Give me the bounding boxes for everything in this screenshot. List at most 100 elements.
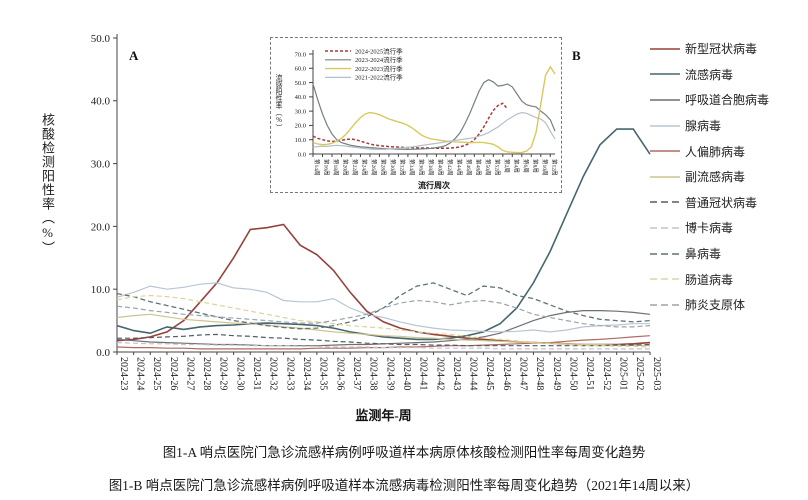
- legend-line-sample: [650, 124, 680, 127]
- svg-text:第42周: 第42周: [446, 159, 454, 176]
- legend-item: 副流感病毒: [650, 164, 806, 190]
- svg-text:第40周: 第40周: [436, 159, 444, 176]
- svg-text:60.0: 60.0: [295, 66, 306, 73]
- svg-text:20.0: 20.0: [295, 123, 306, 130]
- legend-label: 流感病毒: [685, 67, 734, 82]
- svg-text:2024-32: 2024-32: [268, 357, 279, 390]
- svg-text:2024-27: 2024-27: [184, 357, 195, 390]
- svg-text:2024-42: 2024-42: [434, 357, 445, 390]
- legend-line-sample: [650, 252, 680, 255]
- svg-text:第28周: 第28周: [380, 159, 388, 176]
- legend-line-sample: [650, 150, 680, 152]
- svg-text:2024-43: 2024-43: [451, 357, 462, 390]
- svg-text:2025-02: 2025-02: [634, 357, 645, 390]
- legend-label: 呼吸道合胞病毒: [685, 93, 770, 108]
- svg-text:50.0: 50.0: [91, 33, 111, 45]
- svg-text:2024-41: 2024-41: [418, 357, 429, 390]
- legend-line-sample: [650, 303, 680, 306]
- svg-text:2023-2024流行季: 2023-2024流行季: [355, 55, 403, 64]
- svg-text:2021-2022流行季: 2021-2022流行季: [355, 73, 403, 82]
- svg-text:2024-26: 2024-26: [168, 357, 179, 390]
- svg-text:第24周: 第24周: [361, 159, 369, 176]
- legend-item: 肺炎支原体: [650, 292, 806, 318]
- legend-item: 博卡病毒: [650, 215, 806, 241]
- legend-item: 鼻病毒: [650, 241, 806, 267]
- svg-text:流行周次: 流行周次: [418, 180, 450, 190]
- svg-text:第10周: 第10周: [541, 159, 549, 176]
- svg-text:第30周: 第30周: [389, 159, 397, 176]
- svg-text:40.0: 40.0: [295, 94, 306, 101]
- svg-text:2024-34: 2024-34: [301, 357, 312, 390]
- inset-y-axis-label: 流感阳性率（%）: [275, 74, 283, 131]
- legend-line-sample: [650, 278, 680, 280]
- main-legend: 新型冠状病毒 流感病毒呼吸道合胞病毒 腺病毒人偏肺病毒副流感病毒普通冠状病毒 博卡病毒…: [650, 36, 806, 318]
- svg-text:第48周: 第48周: [474, 159, 482, 176]
- legend-label: 新型冠状病毒: [685, 42, 758, 57]
- svg-text:2024-47: 2024-47: [518, 357, 529, 390]
- svg-text:第18周: 第18周: [332, 159, 340, 176]
- svg-text:第26周: 第26周: [370, 159, 378, 176]
- svg-text:第8周: 第8周: [531, 159, 539, 173]
- legend-item: 新型冠状病毒: [650, 36, 806, 62]
- svg-text:2024-48: 2024-48: [534, 357, 545, 390]
- svg-text:10.0: 10.0: [295, 137, 306, 144]
- svg-text:第22周: 第22周: [351, 159, 359, 176]
- legend-item: 流感病毒: [650, 62, 806, 88]
- svg-text:2025-03: 2025-03: [651, 357, 662, 390]
- svg-text:第36周: 第36周: [417, 159, 425, 176]
- inset-line-chart: 0.010.020.030.040.050.060.070.0第14周 第16周第…: [295, 46, 559, 190]
- svg-text:2024-23: 2024-23: [118, 357, 129, 390]
- panel-label-b: B: [572, 48, 581, 63]
- svg-text:第46周: 第46周: [465, 159, 473, 176]
- svg-text:第50周: 第50周: [484, 159, 492, 176]
- svg-text:2024-33: 2024-33: [284, 357, 295, 390]
- svg-text:10.0: 10.0: [91, 284, 111, 296]
- svg-text:第4周: 第4周: [512, 159, 520, 173]
- legend-line-sample: [650, 175, 680, 178]
- svg-text:2024-46: 2024-46: [501, 357, 512, 390]
- svg-text:2024-38: 2024-38: [368, 357, 379, 390]
- legend-line-sample: [650, 47, 680, 50]
- svg-text:0.0: 0.0: [96, 347, 110, 359]
- svg-text:2024-36: 2024-36: [334, 357, 345, 390]
- svg-text:第34周: 第34周: [408, 159, 416, 176]
- legend-label: 腺病毒: [685, 119, 722, 134]
- svg-text:2024-40: 2024-40: [401, 357, 412, 390]
- svg-text:2024-44: 2024-44: [468, 357, 479, 390]
- svg-text:20.0: 20.0: [91, 221, 111, 233]
- legend-item: 人偏肺病毒: [650, 138, 806, 164]
- svg-text:第38周: 第38周: [427, 159, 435, 176]
- svg-text:2024-35: 2024-35: [318, 357, 329, 390]
- legend-line-sample: [650, 201, 680, 204]
- svg-text:2024-25: 2024-25: [151, 357, 162, 390]
- svg-text:50.0: 50.0: [295, 80, 306, 87]
- svg-text:2024-50: 2024-50: [568, 357, 579, 390]
- svg-text:第52周: 第52周: [493, 159, 501, 176]
- svg-text:2024-24: 2024-24: [134, 357, 145, 390]
- main-y-axis-label: 核酸检测阳性率（%）: [40, 113, 55, 255]
- svg-text:第32周: 第32周: [399, 159, 407, 176]
- svg-text:2025-01: 2025-01: [617, 357, 628, 390]
- legend-label: 普通冠状病毒: [685, 195, 758, 210]
- svg-text:2024-31: 2024-31: [251, 357, 262, 390]
- figure-caption-b: 图1-B 哨点医院门急诊流感样病例呼吸道样本流感病毒检测阳性率每周变化趋势（20…: [108, 478, 700, 493]
- svg-text:2024-29: 2024-29: [218, 357, 229, 390]
- svg-text:2024-52: 2024-52: [601, 357, 612, 390]
- svg-text:70.0: 70.0: [295, 51, 306, 58]
- legend-label: 鼻病毒: [685, 247, 722, 262]
- legend-label: 博卡病毒: [685, 221, 734, 236]
- figure-caption-a: 图1-A 哨点医院门急诊流感样病例呼吸道样本病原体核酸检测阳性率每周变化趋势: [162, 445, 646, 460]
- svg-text:监测年-周: 监测年-周: [355, 408, 411, 423]
- svg-text:2024-28: 2024-28: [201, 357, 212, 390]
- svg-text:第12周: 第12周: [550, 159, 558, 176]
- svg-text:第6周: 第6周: [522, 159, 530, 173]
- svg-text:2024-39: 2024-39: [384, 357, 395, 390]
- svg-text:40.0: 40.0: [91, 96, 111, 108]
- svg-text:30.0: 30.0: [295, 108, 306, 115]
- svg-text:第44周: 第44周: [455, 159, 463, 176]
- legend-label: 副流感病毒: [685, 170, 746, 185]
- svg-text:2024-51: 2024-51: [584, 357, 595, 390]
- legend-label: 人偏肺病毒: [685, 144, 746, 159]
- svg-text:2024-37: 2024-37: [351, 357, 362, 390]
